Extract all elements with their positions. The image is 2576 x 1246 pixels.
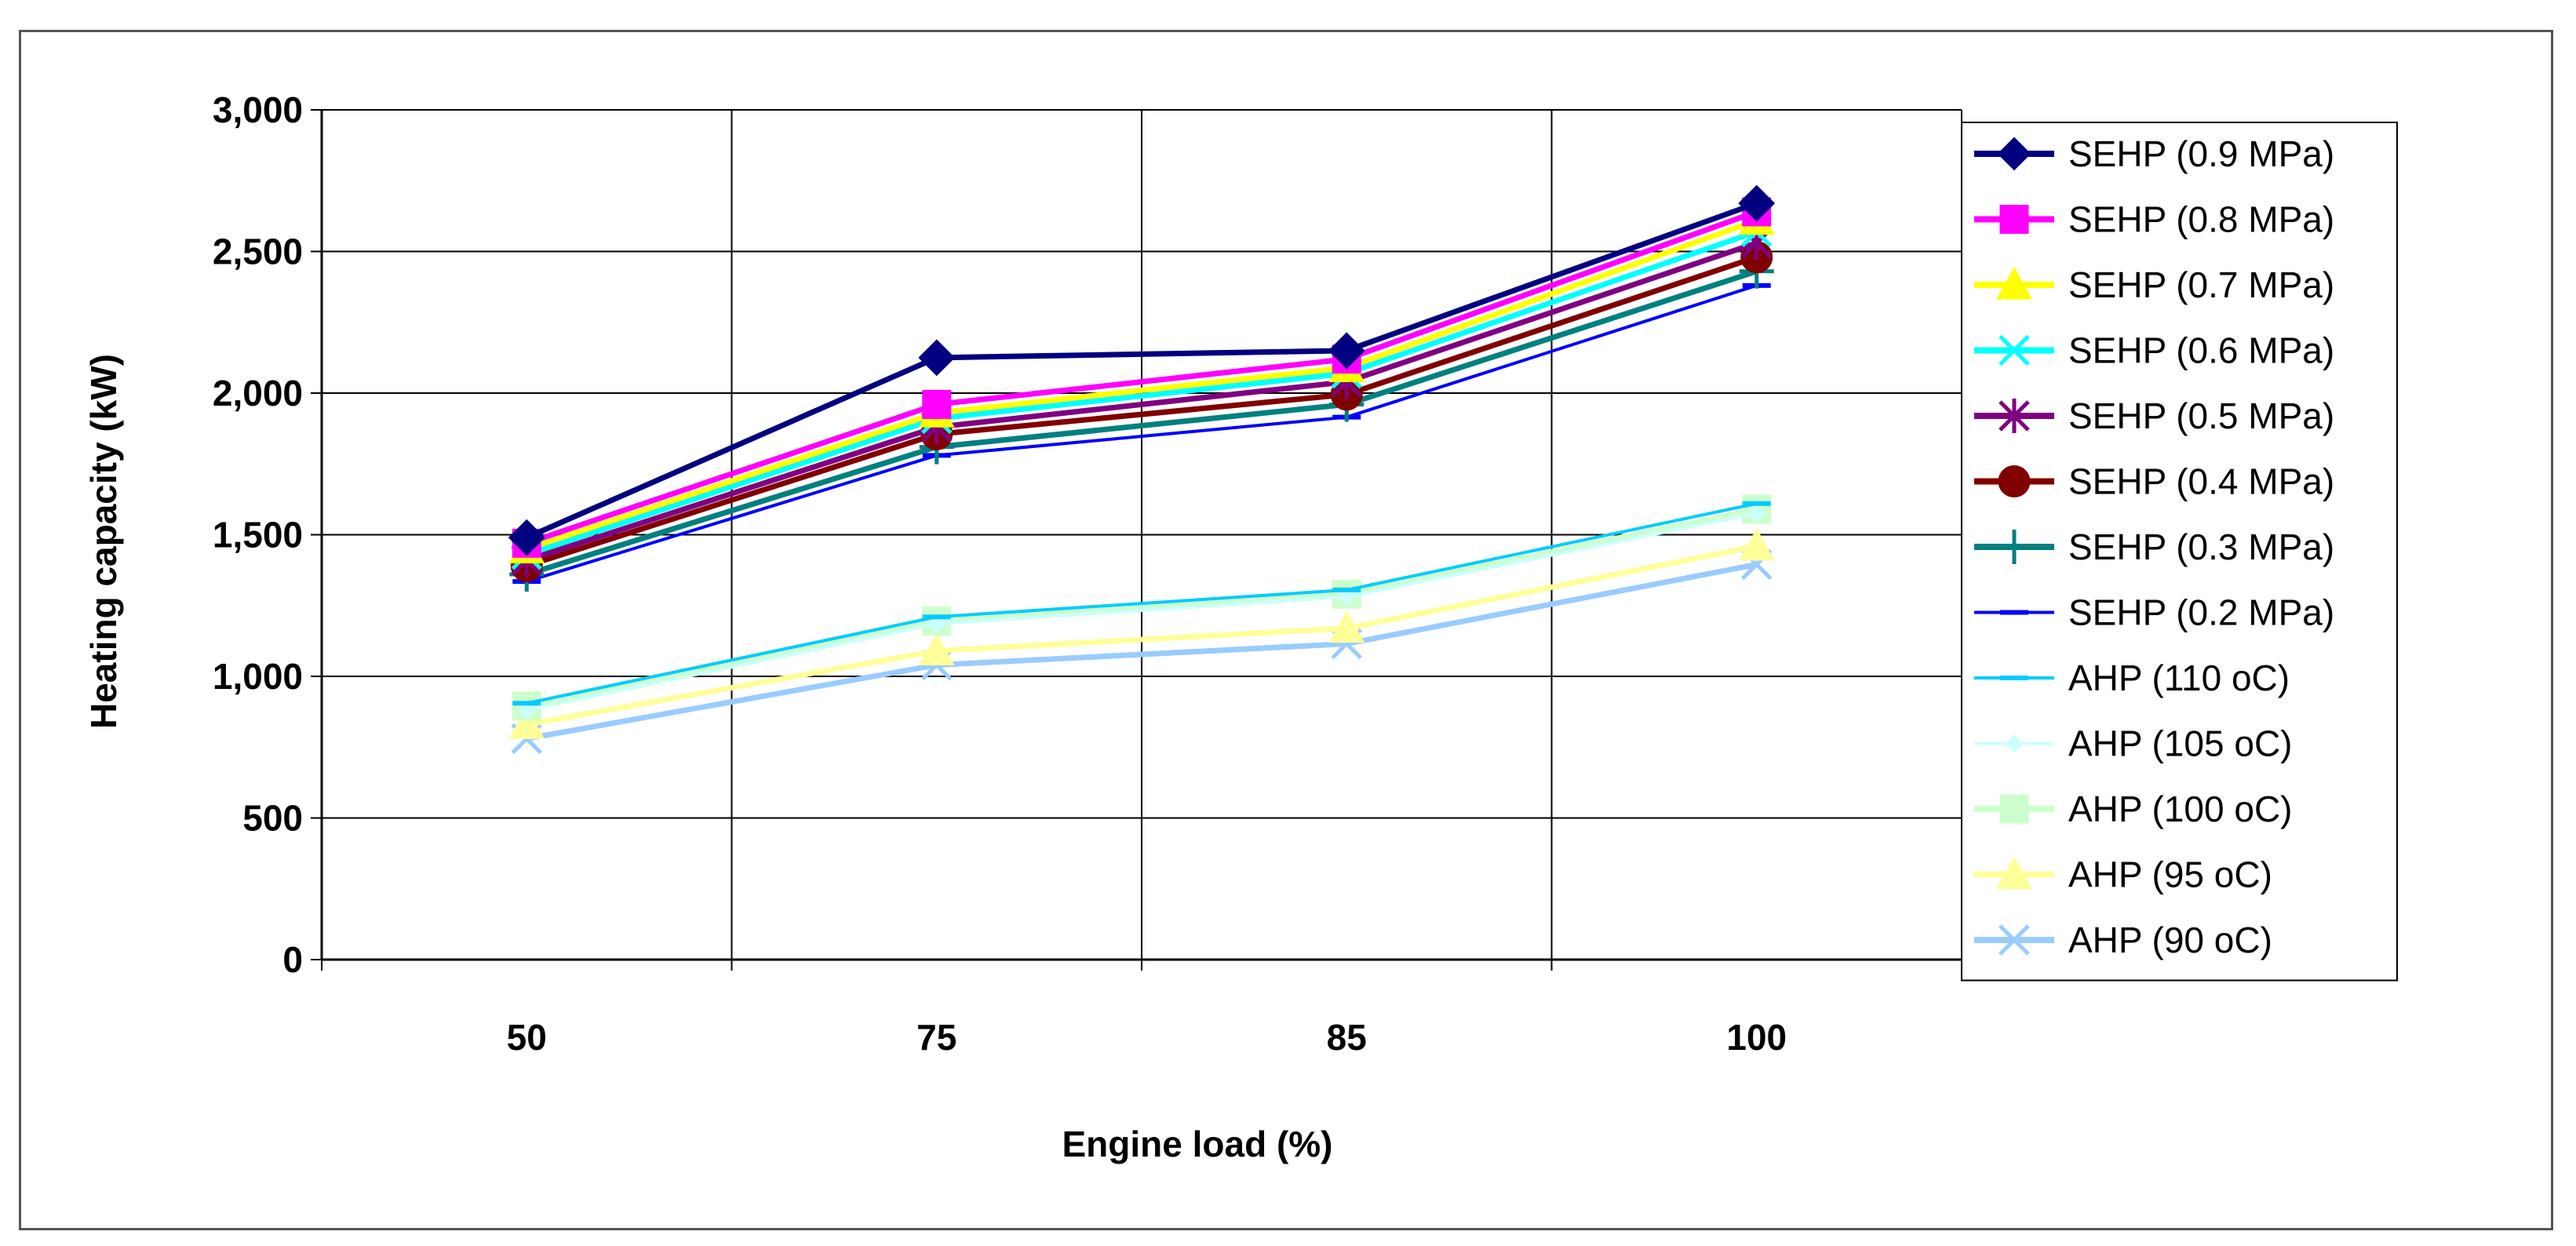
legend-label: SEHP (0.6 MPa) (2068, 330, 2334, 371)
x-tick-label: 50 (507, 1017, 547, 1058)
legend-entry: AHP (100 oC) (1974, 789, 2293, 829)
legend: SEHP (0.9 MPa) SEHP (0.8 MPa) SEHP (0.7 MP… (1961, 122, 2398, 982)
data-point (1328, 332, 1365, 370)
data-point (1738, 527, 1775, 561)
data-point (1738, 184, 1776, 222)
legend-label: SEHP (0.4 MPa) (2068, 461, 2334, 502)
series-line (525, 200, 1758, 541)
legend-label: AHP (100 oC) (2068, 789, 2293, 829)
y-axis-title: Heating capacity (kW) (83, 354, 124, 729)
legend-entry: AHP (110 oC) (1974, 658, 2290, 698)
axes: 0 500 1,000 1,500 2,000 2,500 3,000 50 75 85 100 (213, 89, 1962, 1058)
x-tick-label: 100 (1726, 1017, 1787, 1058)
x-tick-label: 75 (916, 1017, 956, 1058)
legend-entry: SEHP (0.9 MPa) (1974, 133, 2334, 174)
data-point (922, 389, 952, 419)
series-line (526, 217, 1758, 552)
series-line (526, 209, 1758, 546)
series-line (526, 254, 1758, 569)
series-line (526, 561, 1758, 741)
legend-label: SEHP (0.5 MPa) (2068, 395, 2334, 436)
data-point (1996, 856, 2032, 889)
data-point (1997, 137, 2031, 171)
data-point (1999, 205, 2029, 234)
series-line (526, 228, 1758, 558)
legend-entry: SEHP (0.3 MPa) (1974, 526, 2334, 567)
data-point (918, 632, 955, 666)
series-line (526, 501, 1758, 705)
series (508, 184, 1776, 755)
series-ahp-105-oc- (517, 505, 1766, 720)
x-tick-label: 85 (1327, 1017, 1367, 1058)
data-point (517, 701, 536, 720)
series-line (526, 512, 1758, 712)
data-point (508, 706, 545, 739)
legend-entry: SEHP (0.2 MPa) (1974, 592, 2334, 633)
series-line (526, 506, 1758, 709)
data-point (508, 519, 545, 556)
legend-entry: SEHP (0.4 MPa) (1974, 461, 2334, 502)
y-tick-label: 1,500 (213, 515, 303, 556)
data-point (2005, 734, 2024, 752)
legend-label: SEHP (0.2 MPa) (2068, 592, 2334, 633)
legend-label: SEHP (0.8 MPa) (2068, 199, 2334, 240)
y-tick-label: 2,500 (213, 231, 303, 272)
legend-label: SEHP (0.3 MPa) (2068, 526, 2334, 567)
y-tick-label: 3,000 (213, 89, 303, 130)
x-axis-title: Engine load (%) (1062, 1124, 1333, 1164)
legend-entry: SEHP (0.5 MPa) (1974, 395, 2334, 436)
y-tick-label: 0 (282, 939, 303, 980)
legend-entry: SEHP (0.8 MPa) (1974, 199, 2334, 240)
legend-label: AHP (110 oC) (2068, 658, 2290, 698)
series-line (526, 240, 1758, 563)
data-point (918, 339, 956, 377)
legend-label: SEHP (0.9 MPa) (2068, 133, 2334, 174)
legend-box (1961, 122, 2398, 982)
data-point (1998, 465, 2031, 497)
data-point (1337, 588, 1356, 607)
legend-label: AHP (90 oC) (2068, 920, 2272, 960)
legend-entry: AHP (95 oC) (1974, 854, 2272, 895)
marker-stroke (1998, 334, 2030, 366)
data-point (927, 614, 946, 633)
series-ahp-110-oc- (512, 501, 1771, 706)
y-tick-label: 1,000 (213, 656, 303, 697)
series-line (526, 268, 1758, 577)
data-point (1997, 530, 2031, 564)
data-point (1998, 334, 2030, 366)
series-ahp-95-oc- (508, 527, 1775, 739)
legend-entry: SEHP (0.7 MPa) (1974, 264, 2334, 305)
data-point (1747, 505, 1766, 523)
data-point (1996, 266, 2032, 300)
y-tick-label: 2,000 (213, 373, 303, 414)
legend-label: AHP (95 oC) (2068, 854, 2272, 895)
data-point (1999, 794, 2029, 824)
marker-stroke (1998, 924, 2030, 956)
legend-label: SEHP (0.7 MPa) (2068, 264, 2334, 305)
series-sehp-0-9-mpa- (508, 184, 1776, 556)
legend-entry: AHP (105 oC) (1974, 723, 2293, 764)
legend-entry: AHP (90 oC) (1974, 920, 2272, 960)
series-line (526, 283, 1758, 583)
series-line (526, 543, 1758, 727)
legend-label: AHP (105 oC) (2068, 723, 2293, 764)
data-point (1998, 399, 2030, 433)
data-point (1328, 610, 1365, 643)
legend-entry: SEHP (0.6 MPa) (1974, 330, 2334, 371)
y-tick-label: 500 (242, 798, 303, 839)
data-point (1998, 924, 2030, 956)
